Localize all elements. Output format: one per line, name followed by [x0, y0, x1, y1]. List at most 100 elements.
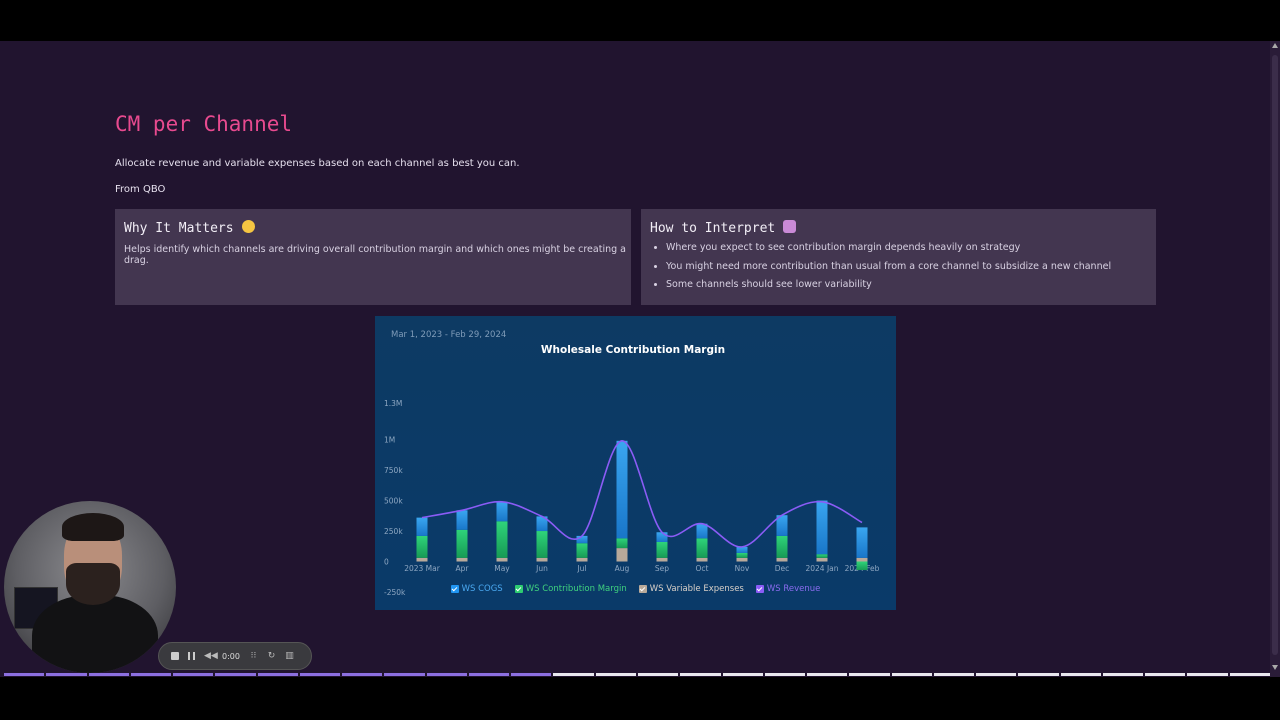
progress-segment[interactable]: [130, 673, 172, 676]
webcam-person-beard: [66, 563, 120, 605]
progress-segment[interactable]: [4, 673, 45, 676]
bar-ws-cogs: [576, 535, 588, 544]
progress-segment[interactable]: [764, 673, 806, 676]
bar-ws-contribution-margin: [656, 542, 668, 558]
scroll-down-arrow-icon[interactable]: [1272, 665, 1278, 670]
data-source: From QBO: [115, 184, 166, 195]
scroll-up-arrow-icon[interactable]: [1272, 43, 1278, 48]
checkbox-icon[interactable]: [450, 585, 459, 593]
chart-legend: WS COGS WS Contribution Margin WS Variab…: [375, 584, 896, 594]
progress-segment[interactable]: [173, 673, 214, 676]
bar-ws-cogs: [816, 500, 828, 555]
legend-label: WS Contribution Margin: [525, 584, 627, 594]
rewind-icon[interactable]: ◀◀: [204, 650, 218, 661]
how-card-title: How to Interpret: [650, 221, 776, 236]
legend-item-ws-cogs[interactable]: WS COGS: [450, 584, 503, 594]
progress-segment[interactable]: [722, 673, 763, 676]
x-tick-label: Nov: [735, 564, 750, 573]
how-card-list: Where you expect to see contribution mar…: [650, 241, 1111, 297]
progress-segment[interactable]: [468, 673, 510, 676]
progress-segment[interactable]: [849, 673, 890, 676]
pause-icon[interactable]: [188, 652, 195, 660]
progress-segment[interactable]: [46, 673, 87, 676]
bar-ws-variable-expenses: [576, 557, 588, 562]
grid-icon[interactable]: ⁝⁝: [250, 650, 257, 661]
bar-ws-variable-expenses: [696, 557, 708, 562]
legend-item-ws-variable-expenses[interactable]: WS Variable Expenses: [638, 584, 744, 594]
bar-ws-cogs: [416, 517, 428, 536]
video-progress-bar[interactable]: [4, 673, 1270, 676]
x-tick-label: Jul: [576, 564, 586, 573]
bar-ws-variable-expenses: [736, 557, 748, 562]
thinking-face-icon: [241, 220, 255, 233]
bar-ws-contribution-margin: [416, 535, 428, 558]
checkbox-icon[interactable]: [755, 585, 764, 593]
bar-ws-contribution-margin: [736, 552, 748, 558]
checkbox-icon[interactable]: [638, 585, 647, 593]
progress-segment[interactable]: [1102, 673, 1144, 676]
progress-segment[interactable]: [680, 673, 721, 676]
bar-ws-contribution-margin: [776, 535, 788, 558]
chart-plot-area[interactable]: 1.3M 1M 750k 500k 250k 0 -250k 2023 Mar Apr May Ju…: [375, 316, 896, 610]
screen-recorder-controls: ◀◀ 0:00 ⁝⁝ ↻ ▥: [158, 642, 312, 670]
progress-segment[interactable]: [342, 673, 383, 676]
progress-segment[interactable]: [511, 673, 552, 676]
bar-ws-cogs: [536, 516, 548, 532]
stop-icon[interactable]: [171, 652, 179, 660]
progress-segment[interactable]: [299, 673, 341, 676]
bar-ws-cogs: [736, 546, 748, 553]
progress-segment[interactable]: [215, 673, 256, 676]
how-card-bullet: Where you expect to see contribution mar…: [666, 241, 1111, 254]
progress-segment[interactable]: [384, 673, 425, 676]
trash-icon[interactable]: ▥: [285, 650, 294, 661]
legend-item-ws-contribution-margin[interactable]: WS Contribution Margin: [514, 584, 627, 594]
webcam-person-hair: [62, 513, 124, 541]
bar-ws-contribution-margin: [696, 538, 708, 558]
bar-ws-cogs: [616, 440, 628, 539]
bar-ws-cogs: [696, 523, 708, 539]
progress-segment[interactable]: [933, 673, 975, 676]
line-ws-revenue: [421, 439, 863, 548]
progress-segment[interactable]: [595, 673, 636, 676]
progress-segment[interactable]: [426, 673, 467, 676]
how-to-interpret-card: How to Interpret Where you expect to see…: [641, 209, 1156, 305]
x-tick-label: Oct: [696, 564, 709, 573]
page-content: CM per Channel Allocate revenue and vari…: [0, 41, 1270, 677]
bar-ws-variable-expenses: [776, 557, 788, 562]
progress-segment[interactable]: [976, 673, 1017, 676]
checkbox-icon[interactable]: [514, 585, 523, 593]
mage-icon: [783, 220, 797, 233]
webcam-overlay: [4, 501, 176, 673]
bar-ws-contribution-margin: [856, 561, 868, 571]
progress-segment[interactable]: [1145, 673, 1186, 676]
legend-label: WS Variable Expenses: [649, 584, 744, 594]
progress-segment[interactable]: [891, 673, 932, 676]
bar-ws-cogs: [776, 515, 788, 536]
scrollbar-thumb[interactable]: [1272, 55, 1278, 655]
bar-ws-variable-expenses: [616, 548, 628, 562]
chart-date-range: Mar 1, 2023 - Feb 29, 2024: [391, 330, 507, 340]
progress-segment[interactable]: [88, 673, 129, 676]
y-tick-label: 1.3M: [384, 399, 402, 408]
progress-segment[interactable]: [1229, 673, 1270, 676]
y-tick-label: 500k: [384, 497, 403, 506]
progress-segment[interactable]: [1018, 673, 1059, 676]
progress-segment[interactable]: [637, 673, 679, 676]
progress-segment[interactable]: [807, 673, 848, 676]
bottom-black-bar: [0, 677, 1280, 720]
progress-segment[interactable]: [257, 673, 298, 676]
bar-ws-contribution-margin: [536, 531, 548, 558]
progress-segment[interactable]: [553, 673, 594, 676]
top-black-bar: [0, 0, 1280, 41]
restart-icon[interactable]: ↻: [267, 650, 276, 661]
wholesale-cm-chart[interactable]: Mar 1, 2023 - Feb 29, 2024 Wholesale Con…: [375, 316, 896, 610]
webcam-person-body: [32, 595, 158, 673]
progress-segment[interactable]: [1060, 673, 1101, 676]
bar-ws-cogs: [656, 532, 668, 543]
bar-ws-variable-expenses: [456, 557, 468, 562]
bar-ws-variable-expenses: [856, 557, 868, 562]
legend-item-ws-revenue[interactable]: WS Revenue: [755, 584, 820, 594]
y-tick-label: 0: [384, 558, 389, 567]
bar-ws-contribution-margin: [496, 521, 508, 558]
progress-segment[interactable]: [1187, 673, 1228, 676]
